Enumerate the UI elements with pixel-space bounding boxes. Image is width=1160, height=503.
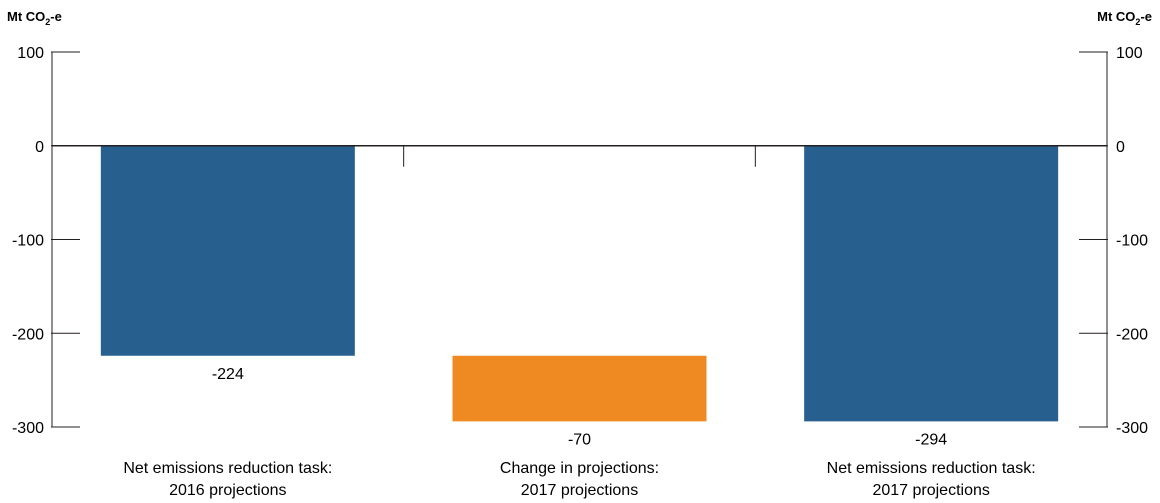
data-label: -70: [568, 431, 591, 448]
y-tick-label-right: -100: [1116, 233, 1148, 250]
y-tick-label-right: 100: [1116, 45, 1143, 62]
y-axis-unit-left: Mt CO2-e: [7, 9, 62, 27]
plot-area: 100 100 0 0 -100 -100 -200 -200 -300 -300 -224 -70 -…: [12, 45, 1148, 499]
x-tick-label-line1: Change in projections:: [500, 460, 659, 477]
y-tick-label-left: -300: [12, 420, 44, 437]
bar: [100, 145, 355, 356]
y-tick-label-left: 0: [35, 139, 44, 156]
x-tick-label-line1: Net emissions reduction task:: [123, 460, 332, 477]
bar: [804, 145, 1059, 422]
y-tick-label-left: -100: [12, 233, 44, 250]
x-tick-label-line2: 2017 projections: [521, 482, 638, 499]
data-label: -224: [212, 366, 244, 383]
x-tick-label-line1: Net emissions reduction task:: [827, 460, 1036, 477]
y-tick-label-right: -300: [1116, 420, 1148, 437]
y-axis-unit-right: Mt CO2-e: [1097, 9, 1152, 27]
y-tick-label-left: -200: [12, 326, 44, 343]
y-tick-label-right: 0: [1116, 139, 1125, 156]
x-tick-label-line2: 2017 projections: [872, 482, 989, 499]
y-tick-label-left: 100: [17, 45, 44, 62]
bar: [452, 355, 707, 422]
y-tick-label-right: -200: [1116, 326, 1148, 343]
x-tick-label-line2: 2016 projections: [169, 482, 286, 499]
data-label: -294: [915, 431, 947, 448]
